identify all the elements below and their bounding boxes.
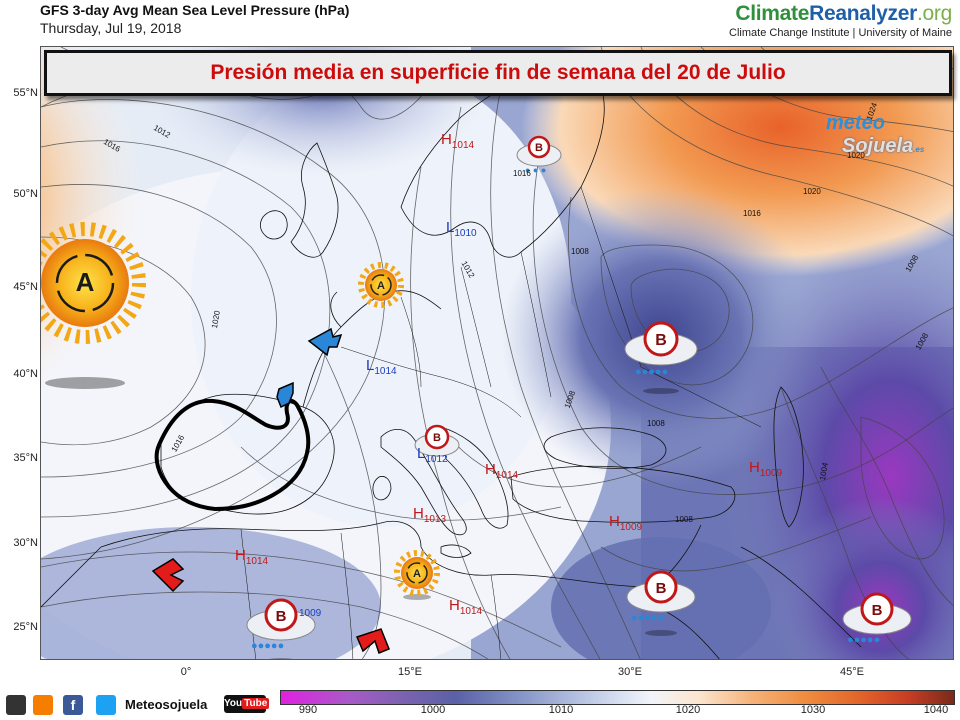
map-title: GFS 3-day Avg Mean Sea Level Pressure (h… (40, 2, 350, 18)
meteosojuela-logo: meteo Sojuela.es (826, 112, 925, 157)
lat-label: 25°N (13, 621, 38, 633)
isobar-label: 1016 (743, 209, 761, 218)
pressure-center-low: 1009 (299, 608, 322, 619)
svg-text:●●●●●: ●●●●● (635, 366, 668, 378)
blogger-icon[interactable] (33, 695, 53, 715)
cyclone-storm-icons: B ● ● ● B ●●●●● B B ●●●●● B ●●●●● (246, 135, 912, 659)
instagram-icon[interactable] (6, 695, 26, 715)
cyclone-letter: B (433, 432, 441, 444)
isobar-label: 1008 (647, 419, 665, 428)
colorbar-label: 990 (298, 704, 318, 716)
isobar-label: 1008 (571, 247, 589, 256)
isobar-label: 1020 (803, 187, 821, 196)
red-arrow-2 (355, 628, 390, 654)
red-arrow-1 (151, 558, 185, 593)
pressure-center-high: H1014 (441, 131, 475, 151)
twitter-icon[interactable] (96, 695, 116, 715)
lat-label: 55°N (13, 87, 38, 99)
social-handle: Meteosojuela (125, 697, 208, 712)
lon-label: 15°E (398, 666, 422, 678)
lon-label: 30°E (618, 666, 642, 678)
brand-subtitle: Climate Change Institute | University of… (729, 27, 952, 39)
anticyclone-letter: A (413, 568, 421, 580)
pressure-center-high: H1009 (749, 459, 783, 479)
svg-text:●●●●●: ●●●●● (631, 612, 664, 624)
colorbar-label: 1010 (548, 704, 574, 716)
lon-label: 45°E (840, 666, 864, 678)
pressure-center-high: H1014 (235, 547, 269, 567)
cyclone-letter: B (872, 602, 883, 619)
lat-label: 50°N (13, 188, 38, 200)
lat-label: 45°N (13, 281, 38, 293)
pressure-center-low: L1010 (446, 219, 477, 239)
climate-reanalyzer-logo[interactable]: ClimateReanalyzer.org (735, 2, 952, 25)
map-date: Thursday, Jul 19, 2018 (40, 20, 182, 36)
lat-label: 35°N (13, 452, 38, 464)
pressure-center-high: H1009 (609, 513, 643, 533)
svg-text:● ● ●: ● ● ● (525, 165, 546, 175)
pressure-colorbar (280, 690, 955, 705)
isobar-label: 1008 (675, 515, 693, 524)
lat-label: 30°N (13, 537, 38, 549)
pressure-map: A A A B ● ● ● B ●●●●● (40, 46, 954, 660)
anticyclone-icon-small: A (394, 550, 440, 600)
isobar-label: 1016 (513, 169, 531, 178)
anticyclone-letter: A (76, 267, 95, 297)
map-canvas: A A A B ● ● ● B ●●●●● (41, 47, 953, 659)
anticyclone-icon-small: A (358, 262, 404, 308)
cyclone-letter: B (535, 142, 543, 154)
youtube-icon[interactable]: You Tube (224, 695, 270, 713)
lon-label: 0° (180, 666, 192, 678)
colorbar-label: 1020 (675, 704, 701, 716)
svg-text:●●●●●: ●●●●● (847, 634, 880, 646)
isobar-label: 1020 (847, 151, 865, 160)
anticyclone-icon-large: A (41, 222, 146, 389)
colorbar-label: 1000 (420, 704, 446, 716)
cyclone-letter: B (276, 608, 287, 625)
pressure-center-high: H1014 (449, 597, 483, 617)
pressure-center-low: L1014 (366, 357, 397, 377)
colorbar-label: 1040 (923, 704, 949, 716)
lat-label: 40°N (13, 368, 38, 380)
pressure-center-high: H1013 (413, 505, 447, 525)
blue-arrow-2 (276, 381, 294, 409)
blue-arrow-1 (307, 327, 343, 357)
highlight-iberia (154, 398, 311, 512)
pressure-center-high: H1014 (485, 461, 519, 481)
anticyclone-letter: A (377, 280, 385, 292)
cyclone-letter: B (655, 332, 667, 349)
title-banner: Presión media en superficie fin de seman… (44, 50, 952, 96)
cyclone-letter: B (656, 580, 667, 597)
pressure-center-low: L1012 (417, 445, 448, 465)
colorbar-label: 1030 (800, 704, 826, 716)
svg-text:●●●●●: ●●●●● (251, 640, 284, 652)
facebook-icon[interactable]: f (63, 695, 83, 715)
